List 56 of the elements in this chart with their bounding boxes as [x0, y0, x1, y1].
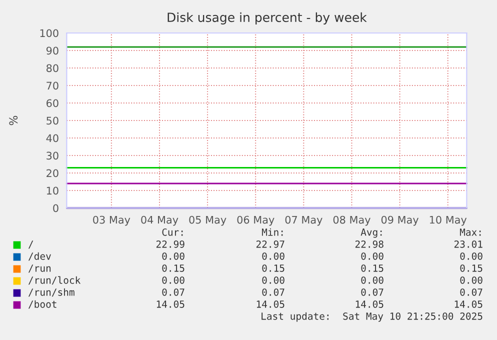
x-tick-label: 08 May [333, 216, 370, 226]
legend-label: /run/shm [28, 288, 74, 297]
text: Max: [460, 228, 481, 236]
text: 22.98 [355, 240, 384, 248]
text: 23.01 [454, 240, 482, 248]
text: 14.05 [356, 300, 384, 308]
y-tick-label: 20 [46, 169, 58, 178]
chart-title: Disk usage in percent - by week [168, 12, 367, 24]
text: 14.05 [156, 300, 184, 308]
text: 22.97 [256, 240, 284, 248]
text: 0.00 [162, 252, 184, 260]
x-tick-label: 09 May [381, 216, 419, 226]
legend-label: /run [28, 264, 51, 273]
text: 0.07 [361, 288, 384, 296]
y-tick-label: 40 [46, 134, 58, 142]
x-tick-label: 10 May [430, 216, 467, 226]
legend-label: /run/lock [28, 276, 81, 285]
y-tick-label: 60 [46, 99, 58, 108]
x-tick-label: 06 May [237, 216, 274, 226]
text: 0.15 [460, 264, 482, 272]
x-tick-label: 05 May [189, 216, 226, 226]
text: 0.00 [262, 276, 284, 284]
text: 0.15 [262, 264, 284, 272]
text: 0.00 [460, 252, 482, 260]
text: 0.07 [162, 288, 184, 296]
y-tick-label: 0 [53, 204, 58, 212]
text: 14.05 [256, 300, 284, 308]
text: 0.00 [162, 276, 184, 284]
text: 14.05 [454, 300, 482, 308]
y-tick-label: 30 [46, 152, 58, 160]
y-tick-label: 50 [46, 116, 58, 125]
y-tick-label: 70 [46, 82, 58, 90]
text: Last update: Sat May 10 21:25:00 2025 [262, 312, 482, 322]
text: 0.00 [361, 252, 384, 260]
text: 0.00 [361, 276, 384, 284]
legend-label: /dev [28, 252, 51, 261]
text: Cur: [162, 228, 183, 236]
x-tick-label: 07 May [285, 216, 322, 226]
y-tick-label: 80 [46, 64, 58, 72]
text: 22.99 [156, 240, 184, 248]
text: 0.00 [460, 276, 482, 284]
y-tick-label: 100 [40, 29, 58, 38]
text: Avg: [360, 228, 382, 238]
y-axis-title: % [9, 116, 18, 126]
text: 0.07 [460, 288, 482, 296]
text: 0.15 [361, 264, 384, 272]
text: 0.07 [262, 288, 284, 296]
legend-label: /boot [28, 300, 56, 309]
x-tick-label: 04 May [141, 216, 178, 226]
y-tick-label: 90 [46, 46, 58, 55]
x-tick-label: 03 May [93, 216, 130, 226]
text: Min: [262, 228, 283, 236]
text: 0.15 [162, 264, 184, 272]
legend-label: / [28, 240, 34, 249]
y-tick-label: 10 [46, 186, 58, 195]
text: 0.00 [262, 252, 284, 260]
